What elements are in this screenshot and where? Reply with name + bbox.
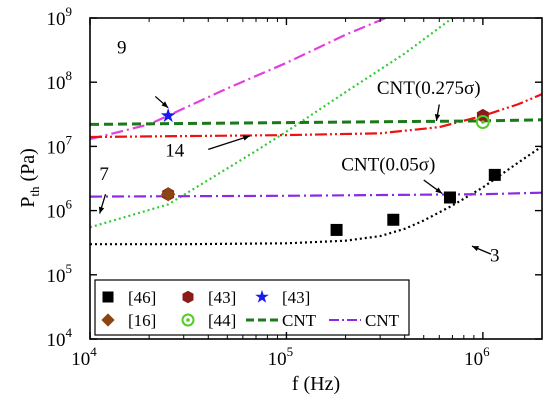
- annotation-arrowhead: [242, 135, 250, 141]
- annotation-arrowhead: [161, 101, 169, 108]
- data-point: [160, 108, 176, 123]
- legend: [46] [43] [43] [16] [44] CNT CNT: [94, 279, 410, 336]
- series-line: [90, 18, 387, 141]
- legend-marker: [255, 289, 269, 303]
- annotation-label: 9: [117, 37, 127, 58]
- legend-marker-ring: [181, 313, 195, 327]
- legend-marker-dot: [186, 318, 190, 322]
- annotation-label: 14: [165, 140, 185, 161]
- x-tick-label: 104: [71, 344, 97, 370]
- y-tick-label: 108: [47, 68, 73, 94]
- series-line: [90, 18, 454, 229]
- data-point: [160, 187, 176, 202]
- annotation-arrowhead: [471, 246, 479, 252]
- legend-marker: [102, 291, 114, 303]
- series-layer: [90, 18, 542, 246]
- y-tick-label: 107: [47, 132, 73, 158]
- legend-label: [43]: [282, 288, 310, 307]
- x-axis-title: f (Hz): [292, 373, 340, 395]
- data-point-ring: [475, 114, 490, 129]
- annotation-label: 3: [490, 246, 500, 267]
- legend-label: [44]: [208, 311, 236, 330]
- data-point: [475, 114, 490, 129]
- data-point: [443, 191, 456, 204]
- points-layer: [160, 108, 501, 236]
- annotation-label: CNT(0.275σ): [377, 78, 481, 99]
- y-tick-label: 106: [47, 197, 73, 223]
- series-line: [90, 145, 542, 246]
- x-tick-label: 106: [464, 344, 490, 370]
- y-axis-title: Pth (Pa): [17, 148, 42, 208]
- annotation-label: 7: [99, 164, 109, 185]
- legend-marker: [101, 313, 115, 327]
- legend-label: [16]: [128, 311, 156, 330]
- y-tick-label: 105: [47, 261, 73, 287]
- y-tick-label: 104: [47, 325, 73, 351]
- annotation-arrowhead: [435, 187, 443, 194]
- annotation-label: CNT(0.05σ): [341, 155, 435, 176]
- legend-label: CNT: [365, 311, 400, 330]
- data-point: [387, 213, 400, 226]
- legend-label: CNT: [282, 311, 317, 330]
- annotations-layer: 9 14 7 CNT(0.275σ) CNT(0.05σ) 3: [98, 37, 500, 267]
- series-line: [90, 191, 542, 198]
- series-line: [90, 118, 542, 126]
- plot-frame: [89, 17, 543, 340]
- legend-marker: [181, 313, 195, 327]
- legend-marker: [182, 290, 194, 304]
- data-point: [330, 223, 343, 236]
- ticks-layer: 104 105 106 104 105 106 107 108 109: [47, 4, 542, 370]
- legend-label: [43]: [208, 288, 236, 307]
- annotation-arrowhead: [98, 206, 105, 214]
- data-point-dot: [481, 120, 485, 124]
- y-tick-label: 109: [47, 4, 73, 30]
- annotation-arrow: [208, 135, 250, 150]
- x-tick-label: 105: [268, 344, 294, 370]
- legend-label: [46]: [128, 288, 156, 307]
- annotation-arrowhead: [434, 114, 441, 121]
- legend-box: [94, 279, 410, 336]
- data-point: [488, 168, 501, 181]
- series-line: [90, 93, 542, 139]
